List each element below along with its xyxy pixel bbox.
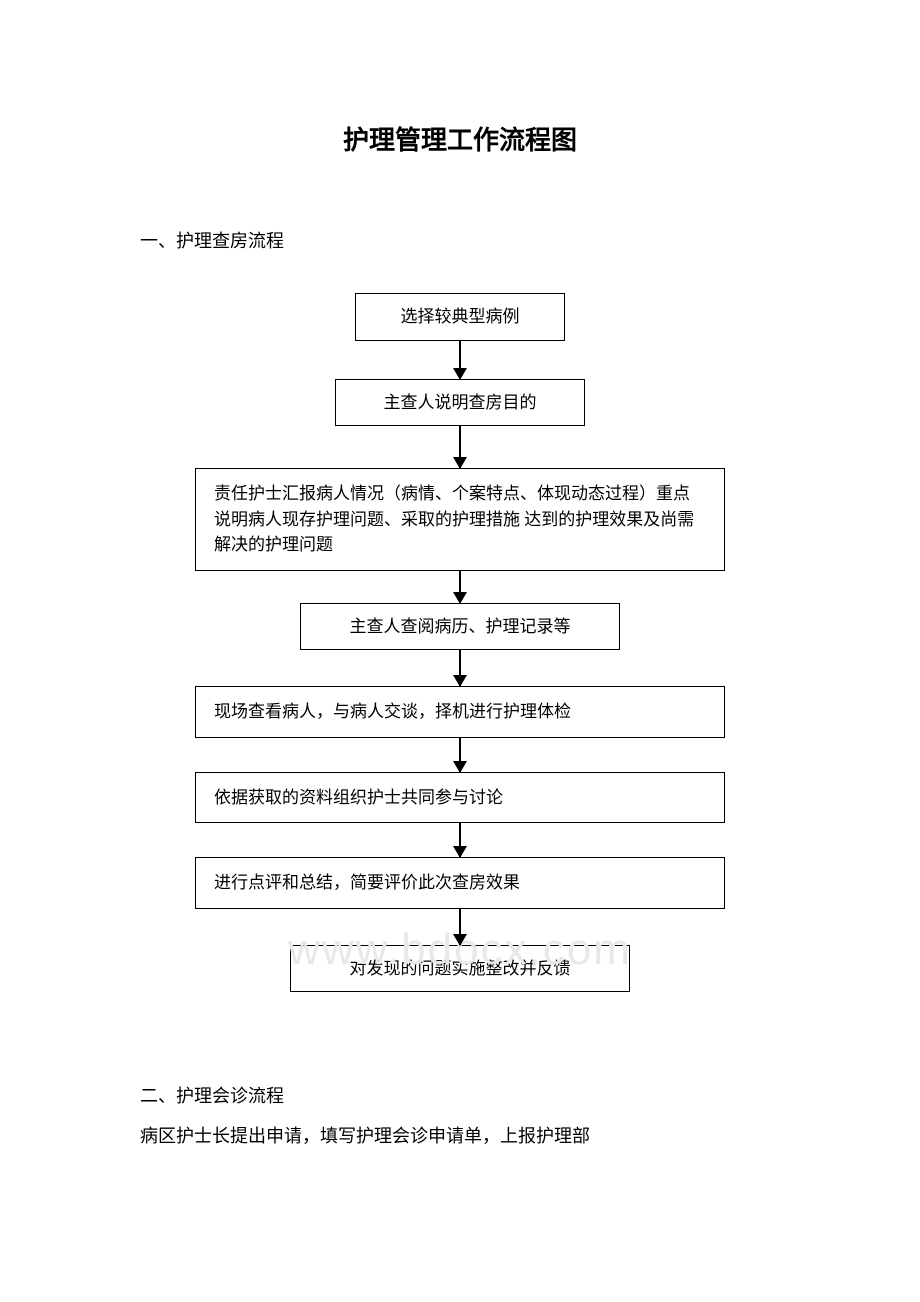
flow-node-n2: 主查人说明查房目的: [335, 379, 585, 427]
flow-arrow-after-n7: [459, 909, 461, 945]
flow-node-n3: 责任护士汇报病人情况（病情、个案特点、体现动态过程）重点说明病人现存护理问题、采…: [195, 468, 725, 571]
section-2-body: 病区护士长提出申请，填写护理会诊申请单，上报护理部: [140, 1118, 780, 1154]
flow-node-n8: 对发现的问题实施整改并反馈: [290, 945, 630, 993]
section-2-heading: 二、护理会诊流程: [140, 1082, 780, 1108]
flow-node-n4: 主查人查阅病历、护理记录等: [300, 603, 620, 651]
flow-arrow-after-n3: [459, 571, 461, 603]
flow-node-n6: 依据获取的资料组织护士共同参与讨论: [195, 772, 725, 824]
flow-node-n7: 进行点评和总结，简要评价此次查房效果: [195, 857, 725, 909]
flow-arrow-after-n4: [459, 650, 461, 686]
flow-node-n5: 现场查看病人，与病人交谈，择机进行护理体检: [195, 686, 725, 738]
flowchart-section-1: 选择较典型病例主查人说明查房目的责任护士汇报病人情况（病情、个案特点、体现动态过…: [140, 293, 780, 992]
flow-arrow-after-n2: [459, 426, 461, 468]
flow-arrow-after-n6: [459, 823, 461, 857]
flow-node-n1: 选择较典型病例: [355, 293, 565, 341]
page-title: 护理管理工作流程图: [140, 120, 780, 157]
section-1-heading: 一、护理查房流程: [140, 227, 780, 253]
flow-arrow-after-n5: [459, 738, 461, 772]
flow-arrow-after-n1: [459, 341, 461, 379]
